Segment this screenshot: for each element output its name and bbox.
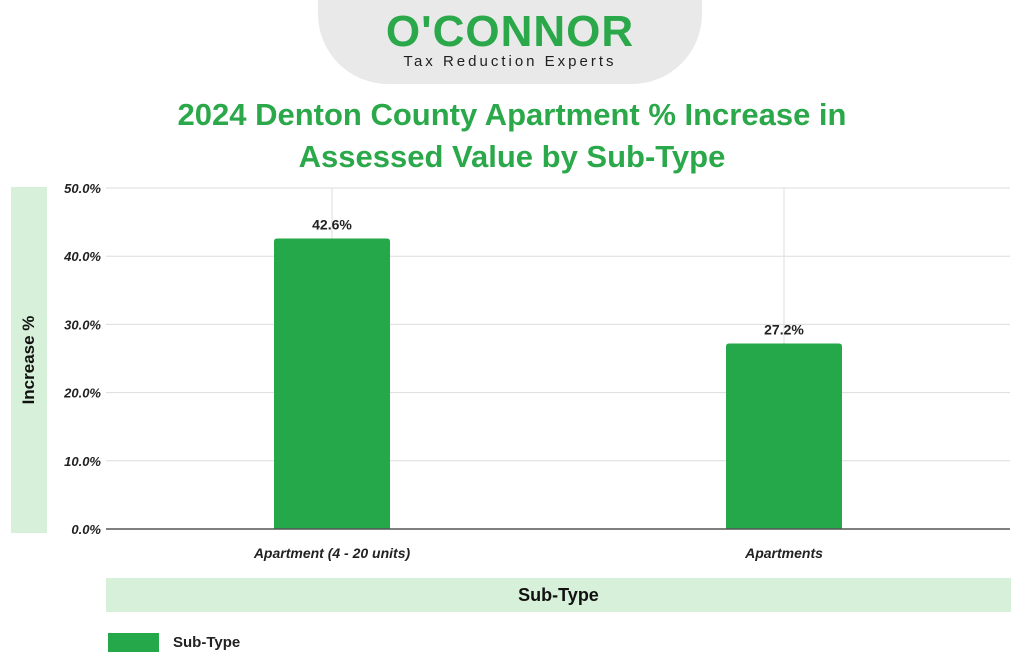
logo: O'CONNOR Tax Reduction Experts (318, 0, 702, 84)
y-tick-label: 50.0% (64, 181, 101, 196)
data-label: 27.2% (764, 321, 804, 337)
chart-title: 2024 Denton County Apartment % Increase … (0, 94, 1024, 178)
bar (274, 238, 390, 529)
x-tick-label: Apartments (744, 545, 823, 561)
x-axis-label: Sub-Type (518, 585, 599, 605)
logo-wordmark: O'CONNOR (385, 7, 635, 56)
y-tick-label: 0.0% (71, 522, 101, 537)
legend-label: Sub-Type (173, 633, 241, 651)
y-tick-label: 20.0% (63, 386, 101, 401)
legend-swatch (108, 632, 159, 652)
data-label: 42.6% (312, 216, 352, 232)
bar (726, 343, 842, 529)
x-axis-label-band: Sub-Type (106, 578, 1011, 612)
logo-tagline: Tax Reduction Experts (403, 53, 617, 70)
legend: Sub-Type (108, 632, 240, 652)
y-axis-label-band: Increase % (11, 187, 47, 533)
y-tick-label: 40.0% (63, 249, 101, 264)
chart-title-line-2: Assessed Value by Sub-Type (298, 139, 726, 174)
x-tick-label: Apartment (4 - 20 units) (253, 545, 411, 561)
y-tick-label: 30.0% (64, 317, 101, 332)
y-tick-label: 10.0% (64, 454, 101, 469)
chart-title-line-1: 2024 Denton County Apartment % Increase … (177, 97, 847, 132)
